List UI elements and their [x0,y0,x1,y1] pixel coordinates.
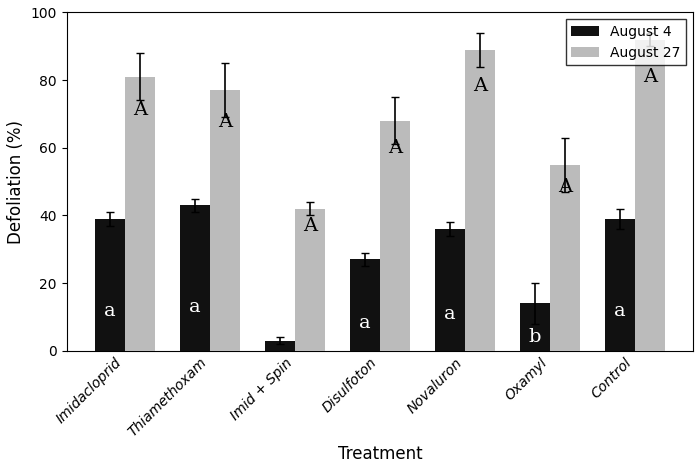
Text: A: A [132,101,147,118]
Bar [605,219,635,351]
Bar [635,39,664,351]
Text: a: a [104,302,116,320]
Text: b: b [274,327,286,345]
Text: A: A [643,68,657,86]
Bar [550,164,580,351]
Text: a: a [189,298,201,316]
Bar [95,219,125,351]
Bar [295,209,325,351]
Text: A: A [218,112,232,131]
Bar [180,205,210,351]
Text: a: a [444,305,456,323]
Bar [380,121,410,351]
Y-axis label: Defoliation (%): Defoliation (%) [7,119,25,243]
Bar [520,304,550,351]
Bar [435,229,465,351]
Text: A: A [473,77,486,95]
Text: a: a [359,314,371,332]
Bar [265,341,295,351]
Text: A: A [388,139,402,157]
Bar [210,90,239,351]
Bar [125,77,155,351]
X-axis label: Treatment: Treatment [337,445,422,463]
Text: a: a [614,302,626,320]
Text: b: b [528,328,541,345]
Legend: August 4, August 27: August 4, August 27 [566,19,686,65]
Bar [350,259,380,351]
Bar [465,50,495,351]
Text: A: A [302,217,317,235]
Text: A: A [558,178,572,196]
